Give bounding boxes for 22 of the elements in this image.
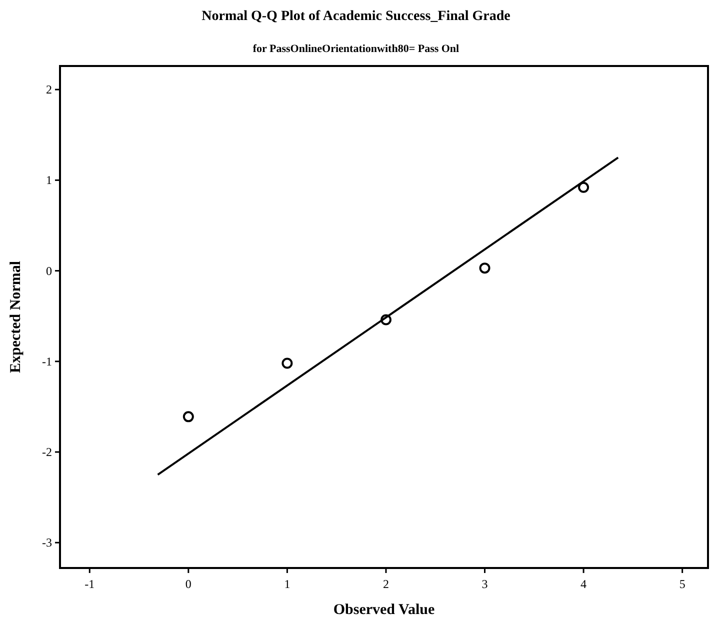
- point: [578, 182, 590, 193]
- x-tick-label: 5: [679, 577, 686, 591]
- chart-subtitle: for PassOnlineOrientationwith80= Pass Onl: [252, 43, 460, 55]
- point: [182, 411, 194, 422]
- y-tick-label: -2: [42, 445, 52, 460]
- x-tick-label: 4: [580, 577, 587, 591]
- chart-title: Normal Q-Q Plot of Academic Success_Final Grade: [202, 9, 510, 24]
- y-axis-title: Expected Normal: [8, 260, 24, 374]
- y-tick-label: 2: [46, 82, 52, 97]
- x-axis-title: Observed Value: [333, 602, 435, 618]
- point: [479, 262, 490, 274]
- x-tick-label: -1: [84, 577, 95, 591]
- y-tick-label: 0: [46, 264, 52, 278]
- x-tick-label: 2: [382, 577, 389, 591]
- point: [380, 314, 392, 326]
- y-tick-label: 1: [46, 173, 52, 188]
- x-tick-label: 1: [284, 577, 290, 591]
- y-tick-label: -3: [42, 536, 52, 550]
- x-tick-label: 0: [185, 577, 192, 591]
- y-tick-label: -1: [42, 354, 52, 368]
- x-tick-label: 3: [482, 577, 488, 591]
- point: [282, 358, 293, 369]
